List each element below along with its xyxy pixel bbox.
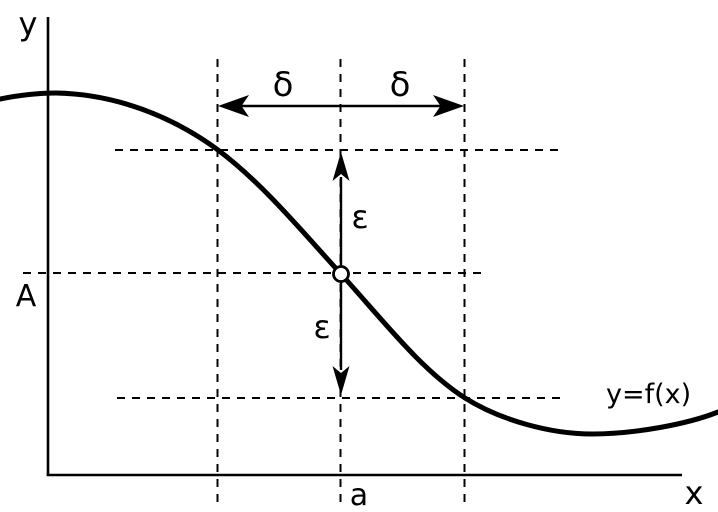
y-axis-label: y — [19, 5, 38, 43]
x-axis-label: x — [685, 474, 704, 512]
delta-arrow-left-head — [218, 95, 249, 117]
epsilon-lower-label: ε — [313, 308, 330, 346]
epsilon-down-head — [332, 366, 350, 395]
delta-left-label: δ — [273, 65, 294, 105]
epsilon-down-arrow — [332, 282, 350, 395]
function-label: y=f(x) — [606, 379, 691, 410]
epsilon-upper-label: ε — [351, 198, 368, 236]
limit-value-label: A — [16, 279, 37, 314]
delta-range-arrow — [218, 95, 464, 117]
epsilon-up-arrow — [332, 152, 350, 266]
delta-arrow-right-head — [433, 95, 464, 117]
delta-right-label: δ — [390, 65, 411, 105]
limit-point-label: a — [350, 478, 368, 512]
limit-point-circle — [332, 265, 350, 283]
epsilon-up-head — [332, 152, 350, 181]
